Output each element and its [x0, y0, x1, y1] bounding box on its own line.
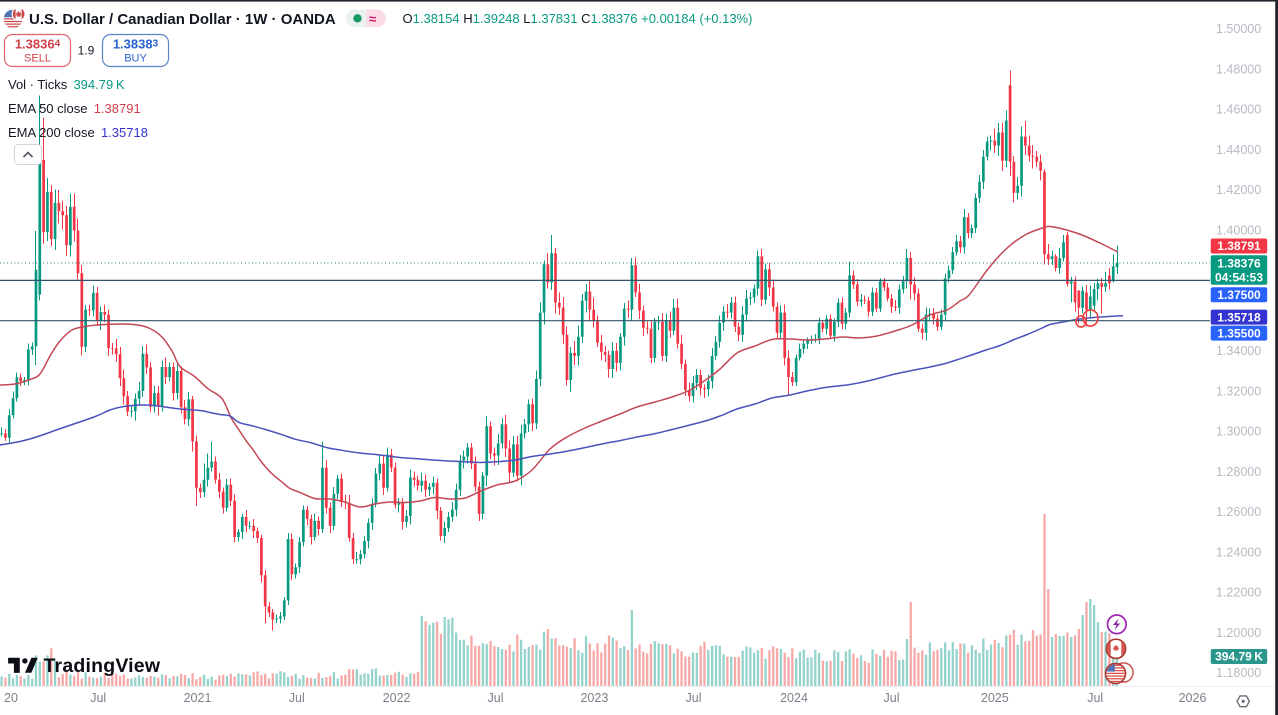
svg-text:04:54:53: 04:54:53	[1215, 270, 1263, 284]
svg-text:1.38383: 1.38383	[113, 37, 159, 52]
svg-text:Jul: Jul	[289, 691, 305, 705]
svg-text:1.44000: 1.44000	[1216, 143, 1261, 157]
svg-text:TradingView: TradingView	[44, 655, 161, 677]
svg-text:SELL: SELL	[24, 53, 51, 65]
svg-text:1.50000: 1.50000	[1216, 22, 1261, 36]
svg-text:U.S. Dollar / Canadian Dollar: U.S. Dollar / Canadian Dollar · 1W · OAN…	[29, 11, 336, 28]
svg-text:2026: 2026	[1179, 691, 1207, 705]
svg-text:1.32000: 1.32000	[1216, 384, 1261, 398]
svg-text:EMA 200 close 1.35718: EMA 200 close 1.35718	[8, 125, 148, 140]
svg-text:Jul: Jul	[90, 691, 106, 705]
svg-text:1.38791: 1.38791	[1217, 239, 1261, 253]
svg-text:Jul: Jul	[488, 691, 504, 705]
svg-text:Jul: Jul	[1087, 691, 1103, 705]
svg-text:1.37500: 1.37500	[1217, 288, 1261, 302]
svg-text:2022: 2022	[383, 691, 411, 705]
svg-text:1.35500: 1.35500	[1217, 326, 1261, 340]
svg-text:Vol · Ticks 394.79 K: Vol · Ticks 394.79 K	[8, 77, 125, 92]
svg-text:2023: 2023	[580, 691, 608, 705]
svg-text:1.9: 1.9	[78, 44, 95, 58]
svg-text:1.40000: 1.40000	[1216, 223, 1261, 237]
svg-text:≈: ≈	[369, 12, 377, 27]
svg-text:Jul: Jul	[686, 691, 702, 705]
svg-text:1.24000: 1.24000	[1216, 545, 1261, 559]
svg-text:1.38364: 1.38364	[15, 37, 61, 52]
svg-text:1.26000: 1.26000	[1216, 505, 1261, 519]
svg-text:394.79 K: 394.79 K	[1215, 650, 1263, 664]
svg-text:2021: 2021	[184, 691, 212, 705]
svg-text:Jul: Jul	[884, 691, 900, 705]
svg-text:1.46000: 1.46000	[1216, 103, 1261, 117]
svg-text:1.20000: 1.20000	[1216, 626, 1261, 640]
svg-text:1.28000: 1.28000	[1216, 465, 1261, 479]
svg-text:1.35718: 1.35718	[1217, 310, 1261, 324]
svg-text:1.38376: 1.38376	[1217, 256, 1261, 270]
svg-text:O1.38154 H1.39248 L1.37831 C1.: O1.38154 H1.39248 L1.37831 C1.38376 +0.0…	[403, 11, 753, 26]
svg-text:EMA 50 close 1.38791: EMA 50 close 1.38791	[8, 101, 141, 116]
svg-text:20: 20	[4, 691, 18, 705]
svg-text:2025: 2025	[981, 691, 1009, 705]
svg-text:1.42000: 1.42000	[1216, 183, 1261, 197]
svg-text:1.22000: 1.22000	[1216, 586, 1261, 600]
svg-text:1.48000: 1.48000	[1216, 62, 1261, 76]
svg-text:2024: 2024	[780, 691, 808, 705]
svg-text:1.34000: 1.34000	[1216, 344, 1261, 358]
svg-text:1.18000: 1.18000	[1216, 666, 1261, 680]
svg-text:1.30000: 1.30000	[1216, 425, 1261, 439]
svg-text:BUY: BUY	[124, 53, 147, 65]
